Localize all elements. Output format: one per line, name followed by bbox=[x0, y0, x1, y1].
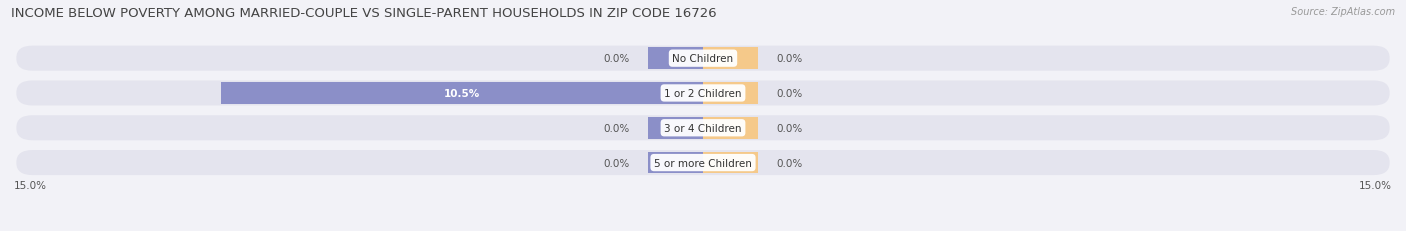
Text: Source: ZipAtlas.com: Source: ZipAtlas.com bbox=[1291, 7, 1395, 17]
Bar bbox=[703, 83, 758, 104]
Bar bbox=[703, 48, 758, 70]
FancyBboxPatch shape bbox=[17, 46, 1389, 71]
Text: No Children: No Children bbox=[672, 54, 734, 64]
Bar bbox=[703, 152, 758, 174]
Text: 15.0%: 15.0% bbox=[14, 180, 46, 190]
Text: 0.0%: 0.0% bbox=[603, 158, 630, 168]
Bar bbox=[648, 152, 703, 174]
Text: INCOME BELOW POVERTY AMONG MARRIED-COUPLE VS SINGLE-PARENT HOUSEHOLDS IN ZIP COD: INCOME BELOW POVERTY AMONG MARRIED-COUPL… bbox=[11, 7, 717, 20]
Text: 0.0%: 0.0% bbox=[603, 123, 630, 133]
Text: 0.0%: 0.0% bbox=[776, 123, 803, 133]
Text: 5 or more Children: 5 or more Children bbox=[654, 158, 752, 168]
Text: 0.0%: 0.0% bbox=[776, 54, 803, 64]
Text: 3 or 4 Children: 3 or 4 Children bbox=[664, 123, 742, 133]
Text: 15.0%: 15.0% bbox=[1360, 180, 1392, 190]
Bar bbox=[648, 118, 703, 139]
FancyBboxPatch shape bbox=[17, 116, 1389, 141]
Bar bbox=[221, 83, 703, 104]
Text: 0.0%: 0.0% bbox=[776, 88, 803, 99]
Text: 10.5%: 10.5% bbox=[444, 88, 479, 99]
Text: 0.0%: 0.0% bbox=[776, 158, 803, 168]
Bar bbox=[703, 118, 758, 139]
FancyBboxPatch shape bbox=[17, 150, 1389, 175]
Text: 1 or 2 Children: 1 or 2 Children bbox=[664, 88, 742, 99]
Bar bbox=[648, 48, 703, 70]
Text: 0.0%: 0.0% bbox=[603, 54, 630, 64]
FancyBboxPatch shape bbox=[17, 81, 1389, 106]
